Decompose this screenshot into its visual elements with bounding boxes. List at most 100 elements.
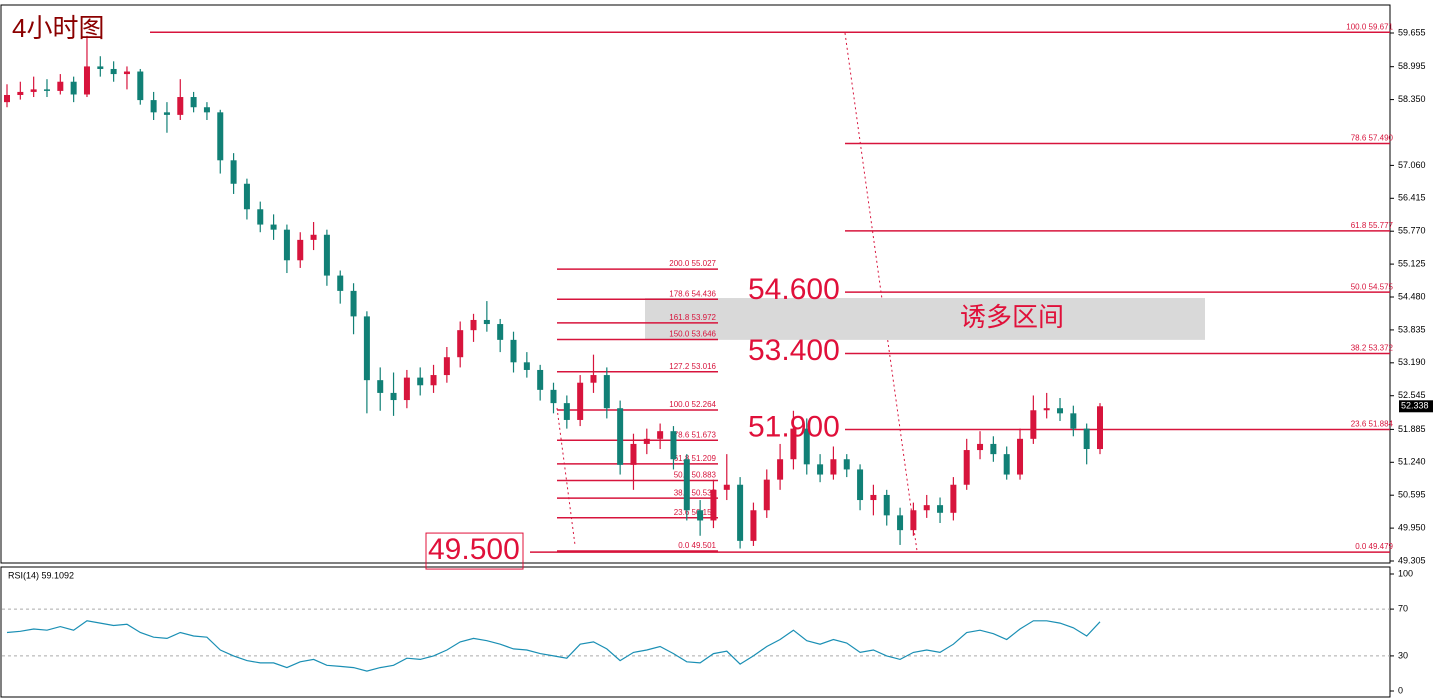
candle-body xyxy=(457,330,464,358)
fib-label: 200.0 55.027 xyxy=(669,259,716,268)
candle-body xyxy=(683,459,690,511)
candle-body xyxy=(550,389,557,404)
fib-trendline xyxy=(556,407,576,546)
candle-body xyxy=(523,362,530,370)
y-tick-label: 55.125 xyxy=(1398,258,1426,268)
fib-label: 178.6 54.436 xyxy=(669,289,716,298)
chart-title: 4小时图 xyxy=(12,13,104,43)
candle-body xyxy=(1057,408,1064,414)
candle-body xyxy=(470,319,477,331)
y-tick-label: 58.995 xyxy=(1398,61,1426,71)
y-tick-label: 51.885 xyxy=(1398,424,1426,434)
zone-label: 诱多区间 xyxy=(960,302,1064,332)
candle-body xyxy=(537,369,544,390)
candle-body xyxy=(123,71,130,75)
fib-label: 127.2 53.016 xyxy=(669,362,716,371)
candle-body xyxy=(377,380,384,393)
fib-label: 100.0 59.671 xyxy=(1346,22,1393,31)
y-tick-label: 70 xyxy=(1398,603,1408,613)
y-tick-label: 51.240 xyxy=(1398,457,1426,467)
candle-body xyxy=(390,392,397,401)
candle-body xyxy=(830,459,837,475)
fib-label: 0.0 49.479 xyxy=(1355,542,1393,551)
candle-body xyxy=(1017,438,1024,475)
candle-body xyxy=(750,510,757,541)
candle-body xyxy=(230,160,237,184)
y-tick-label: 54.480 xyxy=(1398,291,1426,301)
annotation: 49.500 xyxy=(428,533,520,566)
fib-label: 38.2 53.372 xyxy=(1351,344,1394,353)
price-panel xyxy=(0,4,1391,564)
candle-body xyxy=(297,239,304,261)
y-tick-label: 58.350 xyxy=(1398,94,1426,104)
candle-body xyxy=(697,510,704,521)
y-tick-label: 49.950 xyxy=(1398,522,1426,532)
candle-body xyxy=(590,375,597,383)
y-tick-label: 57.060 xyxy=(1398,160,1426,170)
fib-label: 78.6 51.673 xyxy=(674,430,717,439)
candle-body xyxy=(1070,413,1077,429)
candle-body xyxy=(950,484,957,513)
fib-label: 0.0 49.501 xyxy=(678,541,716,550)
candle-body xyxy=(737,484,744,541)
candle-body xyxy=(630,443,637,465)
candle-body xyxy=(1003,454,1010,475)
candle-body xyxy=(97,66,104,69)
candle-body xyxy=(310,234,317,240)
candle-body xyxy=(257,209,264,225)
candle-body xyxy=(510,339,517,363)
candle-body xyxy=(417,377,424,386)
fib-label: 23.6 51.884 xyxy=(1351,420,1394,429)
candle-body xyxy=(43,89,50,91)
candle-body xyxy=(977,443,984,451)
candle-body xyxy=(110,68,117,75)
candle-body xyxy=(1043,408,1050,411)
candle-body xyxy=(857,469,864,501)
y-tick-label: 53.190 xyxy=(1398,357,1426,367)
y-tick-label: 30 xyxy=(1398,650,1408,660)
candle-body xyxy=(577,382,584,420)
annotation: 51.900 xyxy=(748,411,840,444)
candle-body xyxy=(4,94,10,103)
candle-body xyxy=(937,505,944,513)
candle-body xyxy=(323,234,330,276)
candle-body xyxy=(1083,428,1090,450)
rsi-line xyxy=(6,620,1101,672)
candle-body xyxy=(657,431,664,439)
candle-body xyxy=(843,459,850,470)
zone xyxy=(645,298,1205,340)
y-tick-label: 49.305 xyxy=(1398,555,1426,565)
candle-body xyxy=(150,100,157,113)
candle-body xyxy=(163,112,170,115)
fib-label: 50.0 50.883 xyxy=(674,471,717,480)
candle-body xyxy=(617,408,624,465)
candle-body xyxy=(137,71,144,101)
annotation: 54.600 xyxy=(748,273,840,306)
candle-body xyxy=(670,431,677,460)
candle-body xyxy=(723,484,730,490)
fib-label: 100.0 52.264 xyxy=(669,400,716,409)
fib-label: 50.0 54.575 xyxy=(1351,282,1394,291)
y-tick-label: 0 xyxy=(1398,685,1403,695)
y-tick-label: 53.835 xyxy=(1398,324,1426,334)
candle-body xyxy=(190,97,197,108)
current-price-box xyxy=(1399,400,1433,413)
candle-body xyxy=(870,494,877,501)
candle-body xyxy=(57,81,64,91)
candle-body xyxy=(603,375,610,409)
fib-label: 61.8 55.777 xyxy=(1351,221,1394,230)
candle-body xyxy=(337,275,344,291)
candle-body xyxy=(990,443,997,455)
candle-body xyxy=(910,510,917,531)
candle-body xyxy=(203,107,210,113)
y-tick-label: 100 xyxy=(1398,568,1413,578)
candle-body xyxy=(403,377,410,401)
candle-body xyxy=(363,316,370,381)
candle-body xyxy=(177,97,184,115)
rsi-title: RSI(14) 59.1092 xyxy=(8,570,74,580)
annotation-box xyxy=(425,532,524,570)
candle-body xyxy=(270,224,277,230)
annotation: 53.400 xyxy=(748,334,840,367)
